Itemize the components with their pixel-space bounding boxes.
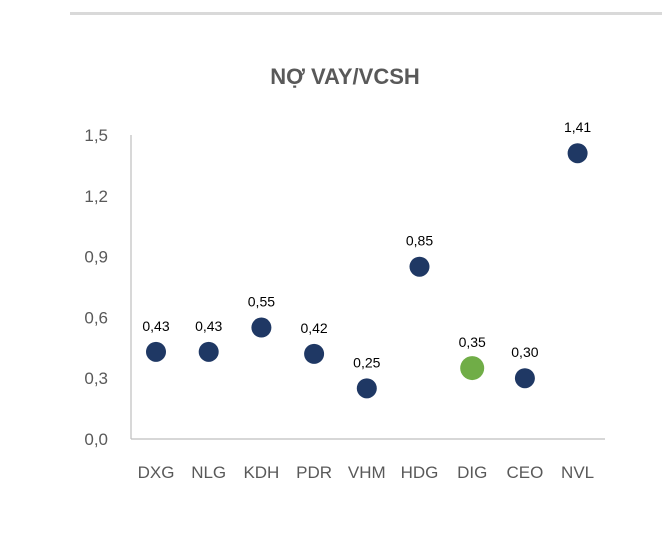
data-point: [460, 356, 485, 381]
y-tick-label: 0,0: [84, 430, 108, 449]
data-label: 0,42: [300, 320, 327, 336]
y-axis: 0,0 0,3 0,6 0,9 1,2 1,5: [84, 126, 132, 449]
x-tick-label: HDG: [401, 463, 439, 482]
data-label: 0,30: [511, 344, 538, 360]
x-tick-label: NLG: [191, 463, 226, 482]
data-label: 0,43: [142, 318, 169, 334]
data-point: [514, 368, 535, 389]
y-tick-label: 0,9: [84, 248, 108, 267]
x-tick-label: VHM: [348, 463, 386, 482]
y-tick-label: 1,5: [84, 126, 108, 145]
data-point: [356, 378, 377, 399]
x-tick-label: DXG: [138, 463, 175, 482]
data-point: [409, 256, 430, 277]
data-label: 0,25: [353, 354, 380, 370]
data-point: [304, 343, 325, 364]
data-label: 0,43: [195, 318, 222, 334]
data-label: 0,85: [406, 233, 433, 249]
data-label: 0,55: [248, 294, 275, 310]
y-tick-label: 0,6: [84, 308, 108, 327]
chart-title: NỢ VAY/VCSH: [270, 64, 420, 89]
x-tick-label: KDH: [243, 463, 279, 482]
x-tick-label: DIG: [457, 463, 487, 482]
x-tick-label: NVL: [561, 463, 594, 482]
x-tick-label: CEO: [506, 463, 543, 482]
x-axis: DXG NLG KDH PDR VHM HDG DIG CEO NVL: [131, 438, 605, 482]
data-point: [146, 341, 166, 362]
x-tick-label: PDR: [296, 463, 332, 482]
data-point: [251, 317, 272, 338]
data-label: 0,35: [459, 334, 486, 350]
data-point: [567, 143, 588, 164]
data-labels: 0,43 0,43 0,55 0,42 0,25 0,85 0,35 0,30 1,41: [142, 119, 591, 370]
top-divider: [70, 12, 662, 15]
data-label: 1,41: [564, 119, 591, 135]
data-points: [146, 143, 588, 399]
data-point: [198, 341, 219, 362]
y-tick-label: 1,2: [84, 187, 108, 206]
y-tick-label: 0,3: [84, 369, 108, 388]
